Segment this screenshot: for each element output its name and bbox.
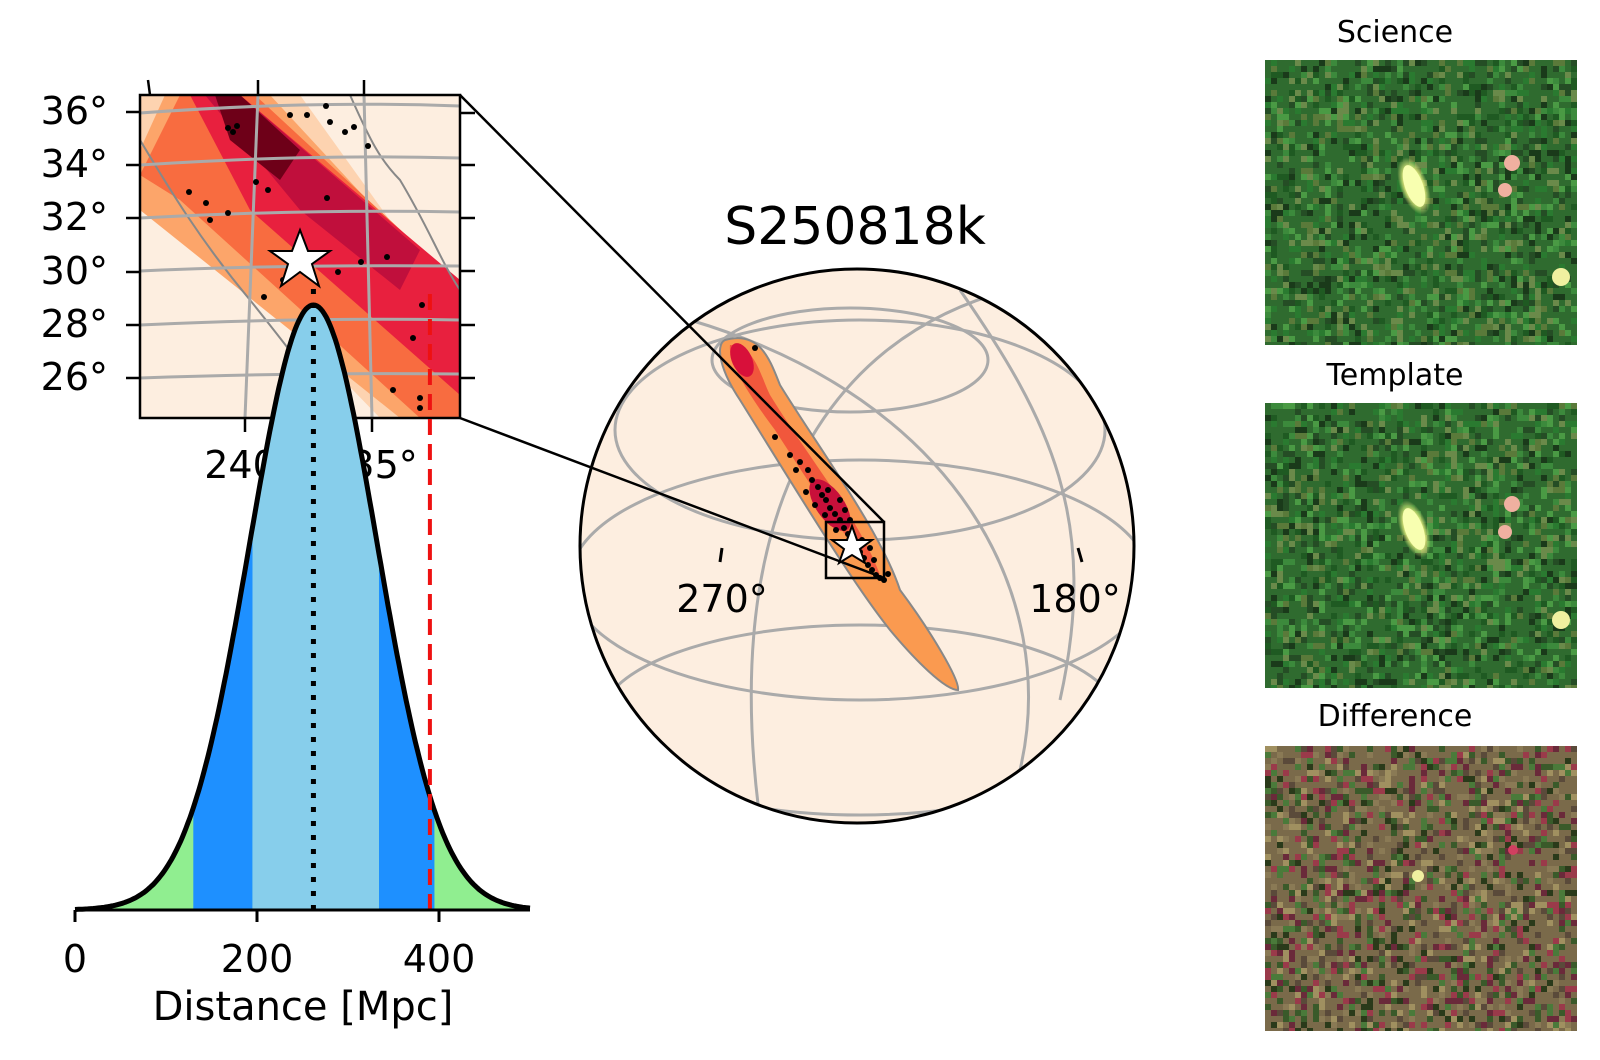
cutout-noise bbox=[1265, 746, 1577, 1031]
dec-tick: 36° bbox=[41, 89, 108, 133]
globe-transient-star bbox=[829, 523, 875, 566]
globe-outline bbox=[578, 267, 1136, 825]
cutout-noise bbox=[1265, 403, 1577, 688]
dec-tick: 34° bbox=[41, 142, 108, 186]
dec-tick: 26° bbox=[41, 355, 108, 399]
dec-tick: 30° bbox=[41, 249, 108, 293]
zoom-transient-star bbox=[266, 227, 334, 289]
x-tick-label: 200 bbox=[221, 937, 294, 981]
posterior-curve bbox=[74, 302, 531, 912]
cutout-noise bbox=[1265, 746, 1577, 1031]
x-tick-label: 0 bbox=[63, 937, 87, 981]
cutout-noise bbox=[1265, 60, 1577, 345]
globe-probability-region bbox=[719, 337, 960, 692]
x-tick-label: 400 bbox=[403, 937, 476, 981]
cutout-noise bbox=[1265, 403, 1577, 688]
globe-lon-tick-180: 180° bbox=[1029, 577, 1121, 621]
cutout-template bbox=[1265, 403, 1577, 688]
x-axis-label: Distance [Mpc] bbox=[153, 984, 454, 1030]
zoom-dec-ticks: 36° 34° 32° 30° 28° 26° bbox=[41, 89, 108, 399]
cutout-label-difference: Difference bbox=[1318, 699, 1473, 734]
cutout-noise bbox=[1265, 60, 1571, 345]
cutout-noise bbox=[1265, 60, 1577, 345]
cutout-noise bbox=[1265, 60, 1577, 345]
distance-posterior: 0 200 400 Distance [Mpc] bbox=[63, 287, 531, 1030]
zoom-skymap: 36° 34° 32° 30° 28° 26° 240° 235° bbox=[41, 79, 475, 487]
credible-band-inner bbox=[252, 305, 379, 911]
dec-tick: 32° bbox=[41, 195, 108, 239]
globe-skymap: S250818k bbox=[578, 197, 1136, 825]
dec-tick: 28° bbox=[41, 302, 108, 346]
cutout-panels: Science Template Difference bbox=[1265, 15, 1577, 1031]
cutout-noise bbox=[1265, 746, 1577, 1031]
cutout-difference bbox=[1265, 746, 1577, 1031]
zoom-connectors bbox=[459, 94, 885, 580]
cutout-noise bbox=[1265, 746, 1577, 1031]
cutout-science bbox=[1265, 60, 1577, 345]
skymap-title: S250818k bbox=[724, 197, 986, 257]
zoom-box bbox=[824, 520, 886, 580]
x-ticks: 0 200 400 bbox=[63, 910, 475, 981]
globe-lon-tick-270: 270° bbox=[676, 577, 768, 621]
cutout-label-science: Science bbox=[1337, 15, 1453, 50]
cutout-label-template: Template bbox=[1326, 358, 1464, 393]
cutout-noise bbox=[1265, 746, 1577, 1031]
